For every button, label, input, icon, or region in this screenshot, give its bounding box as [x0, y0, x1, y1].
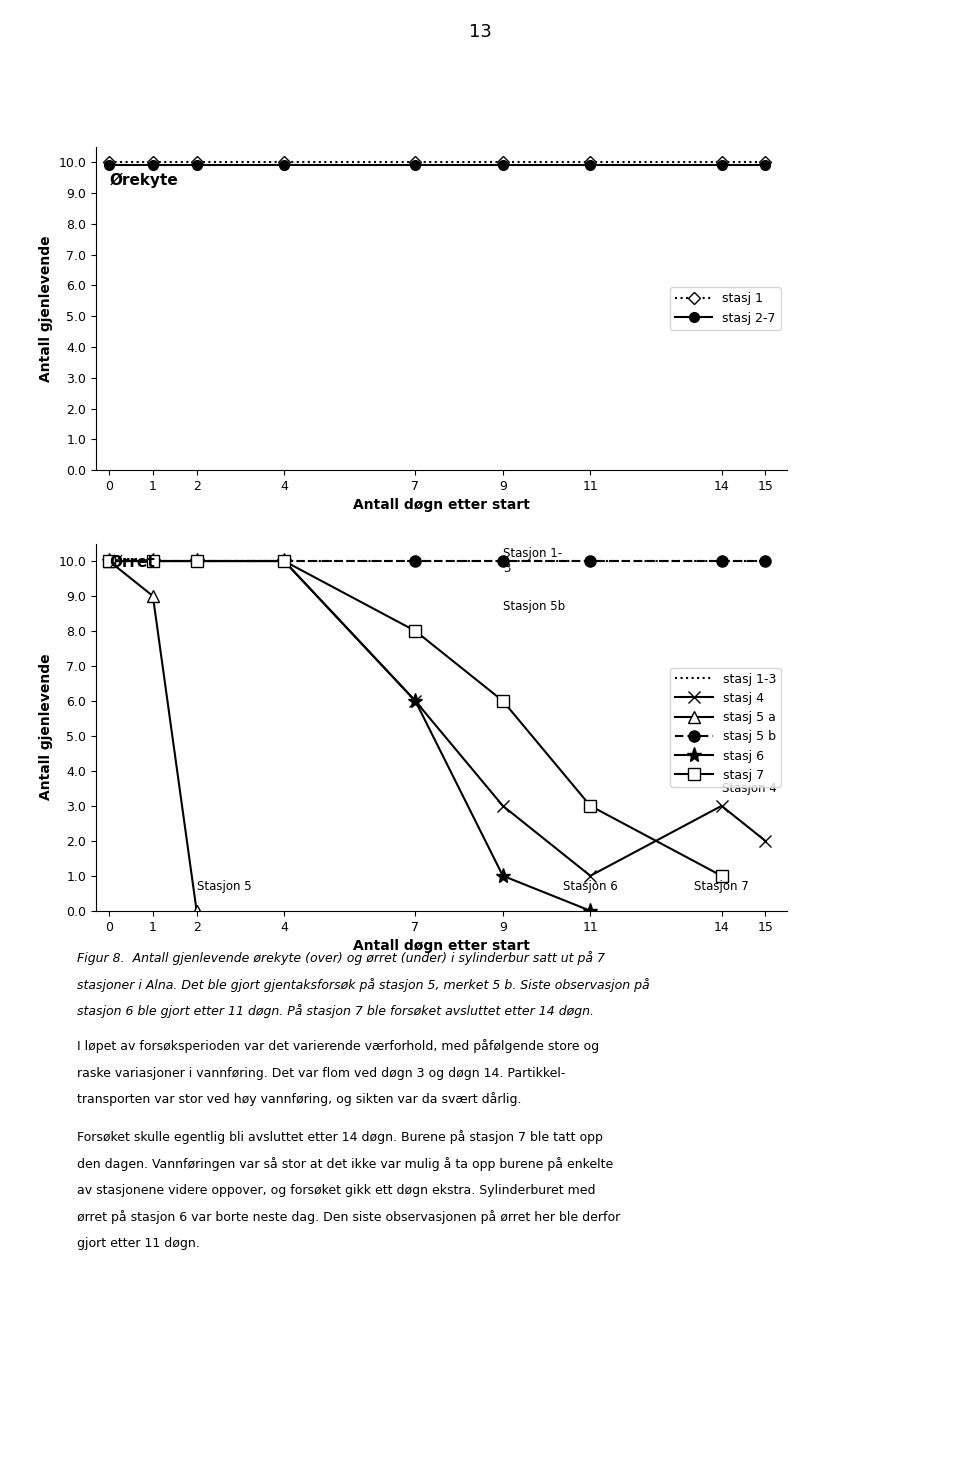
stasj 2-7 [104, 157, 115, 175]
stasj 5 b [759, 552, 771, 570]
stasj 2-7 [585, 157, 596, 175]
Text: 13: 13 [468, 22, 492, 41]
Line: stasj 5 a: stasj 5 a [104, 555, 203, 917]
Text: Ørekyte: Ørekyte [109, 173, 179, 188]
Text: Ørret: Ørret [109, 554, 156, 570]
stasj 1 [497, 153, 509, 170]
stasj 1 [104, 153, 115, 170]
stasj 6 [104, 552, 115, 570]
stasj 5 b [716, 552, 728, 570]
stasj 1 [410, 153, 421, 170]
Text: Forsøket skulle egentlig bli avsluttet etter 14 døgn. Burene på stasjon 7 ble ta: Forsøket skulle egentlig bli avsluttet e… [77, 1131, 603, 1144]
stasj 1-3 [585, 552, 596, 570]
stasj 7 [104, 552, 115, 570]
stasj 4 [104, 552, 115, 570]
stasj 7 [410, 623, 421, 640]
Text: Stasjon 1-
3: Stasjon 1- 3 [503, 546, 562, 574]
stasj 4 [585, 867, 596, 884]
Line: stasj 2-7: stasj 2-7 [105, 160, 770, 170]
stasj 6 [410, 692, 421, 710]
stasj 5 b [410, 552, 421, 570]
stasj 2-7 [410, 157, 421, 175]
stasj 2-7 [147, 157, 158, 175]
stasj 5 b [147, 552, 158, 570]
stasj 7 [191, 552, 203, 570]
stasj 5 b [104, 552, 115, 570]
Legend: stasj 1, stasj 2-7: stasj 1, stasj 2-7 [670, 288, 780, 329]
stasj 5 b [497, 552, 509, 570]
stasj 6 [278, 552, 290, 570]
Text: I løpet av forsøksperioden var det varierende værforhold, med påfølgende store o: I løpet av forsøksperioden var det varie… [77, 1040, 599, 1053]
stasj 1-3 [104, 552, 115, 570]
stasj 7 [278, 552, 290, 570]
stasj 5 b [278, 552, 290, 570]
stasj 4 [278, 552, 290, 570]
stasj 1-3 [278, 552, 290, 570]
Line: stasj 7: stasj 7 [104, 555, 727, 881]
Y-axis label: Antall gjenlevende: Antall gjenlevende [38, 654, 53, 801]
stasj 2-7 [497, 157, 509, 175]
Text: Stasjon 5: Stasjon 5 [197, 880, 252, 893]
X-axis label: Antall døgn etter start: Antall døgn etter start [353, 498, 530, 513]
stasj 1-3 [497, 552, 509, 570]
stasj 7 [147, 552, 158, 570]
Text: Stasjon 5b: Stasjon 5b [503, 601, 565, 614]
stasj 2-7 [716, 157, 728, 175]
stasj 1-3 [759, 552, 771, 570]
Text: Figur 8.  Antall gjenlevende ørekyte (over) og ørret (under) i sylinderbur satt : Figur 8. Antall gjenlevende ørekyte (ove… [77, 952, 605, 965]
stasj 2-7 [278, 157, 290, 175]
stasj 5 b [585, 552, 596, 570]
stasj 1 [585, 153, 596, 170]
Line: stasj 5 b: stasj 5 b [104, 555, 771, 567]
stasj 6 [497, 867, 509, 884]
stasj 1 [147, 153, 158, 170]
stasj 5 a [104, 552, 115, 570]
Text: gjort etter 11 døgn.: gjort etter 11 døgn. [77, 1237, 200, 1250]
Text: av stasjonene videre oppover, og forsøket gikk ett døgn ekstra. Sylinderburet me: av stasjonene videre oppover, og forsøke… [77, 1184, 595, 1197]
stasj 5 a [191, 902, 203, 920]
stasj 5 b [191, 552, 203, 570]
stasj 1-3 [191, 552, 203, 570]
Legend: stasj 1-3, stasj 4, stasj 5 a, stasj 5 b, stasj 6, stasj 7: stasj 1-3, stasj 4, stasj 5 a, stasj 5 b… [670, 667, 780, 787]
stasj 4 [716, 798, 728, 815]
Line: stasj 4: stasj 4 [103, 555, 772, 881]
Text: stasjoner i Alna. Det ble gjort gjentaksforsøk på stasjon 5, merket 5 b. Siste o: stasjoner i Alna. Det ble gjort gjentaks… [77, 978, 649, 992]
Line: stasj 1: stasj 1 [105, 159, 770, 166]
Text: den dagen. Vannføringen var så stor at det ikke var mulig å ta opp burene på enk: den dagen. Vannføringen var så stor at d… [77, 1158, 613, 1171]
stasj 1-3 [147, 552, 158, 570]
stasj 6 [147, 552, 158, 570]
stasj 5 a [147, 588, 158, 605]
stasj 6 [585, 902, 596, 920]
Text: ørret på stasjon 6 var borte neste dag. Den siste observasjonen på ørret her ble: ørret på stasjon 6 var borte neste dag. … [77, 1210, 620, 1224]
Text: Stasjon 7: Stasjon 7 [694, 880, 749, 893]
stasj 4 [410, 692, 421, 710]
stasj 4 [759, 831, 771, 849]
stasj 2-7 [759, 157, 771, 175]
Text: Stasjon 6: Stasjon 6 [563, 880, 617, 893]
stasj 2-7 [191, 157, 203, 175]
X-axis label: Antall døgn etter start: Antall døgn etter start [353, 939, 530, 953]
Text: raske variasjoner i vannføring. Det var flom ved døgn 3 og døgn 14. Partikkel-: raske variasjoner i vannføring. Det var … [77, 1066, 565, 1080]
stasj 7 [716, 867, 728, 884]
stasj 4 [497, 798, 509, 815]
stasj 1-3 [716, 552, 728, 570]
stasj 1 [278, 153, 290, 170]
Line: stasj 6: stasj 6 [102, 554, 598, 918]
Text: Stasjon 4: Stasjon 4 [722, 783, 777, 795]
stasj 6 [191, 552, 203, 570]
stasj 1-3 [410, 552, 421, 570]
stasj 1 [716, 153, 728, 170]
Text: transporten var stor ved høy vannføring, og sikten var da svært dårlig.: transporten var stor ved høy vannføring,… [77, 1093, 521, 1106]
Text: stasjon 6 ble gjort etter 11 døgn. På stasjon 7 ble forsøket avsluttet etter 14 : stasjon 6 ble gjort etter 11 døgn. På st… [77, 1005, 594, 1018]
stasj 1 [759, 153, 771, 170]
stasj 1 [191, 153, 203, 170]
stasj 7 [497, 692, 509, 710]
stasj 7 [585, 798, 596, 815]
stasj 4 [191, 552, 203, 570]
stasj 4 [147, 552, 158, 570]
Y-axis label: Antall gjenlevende: Antall gjenlevende [38, 235, 53, 382]
